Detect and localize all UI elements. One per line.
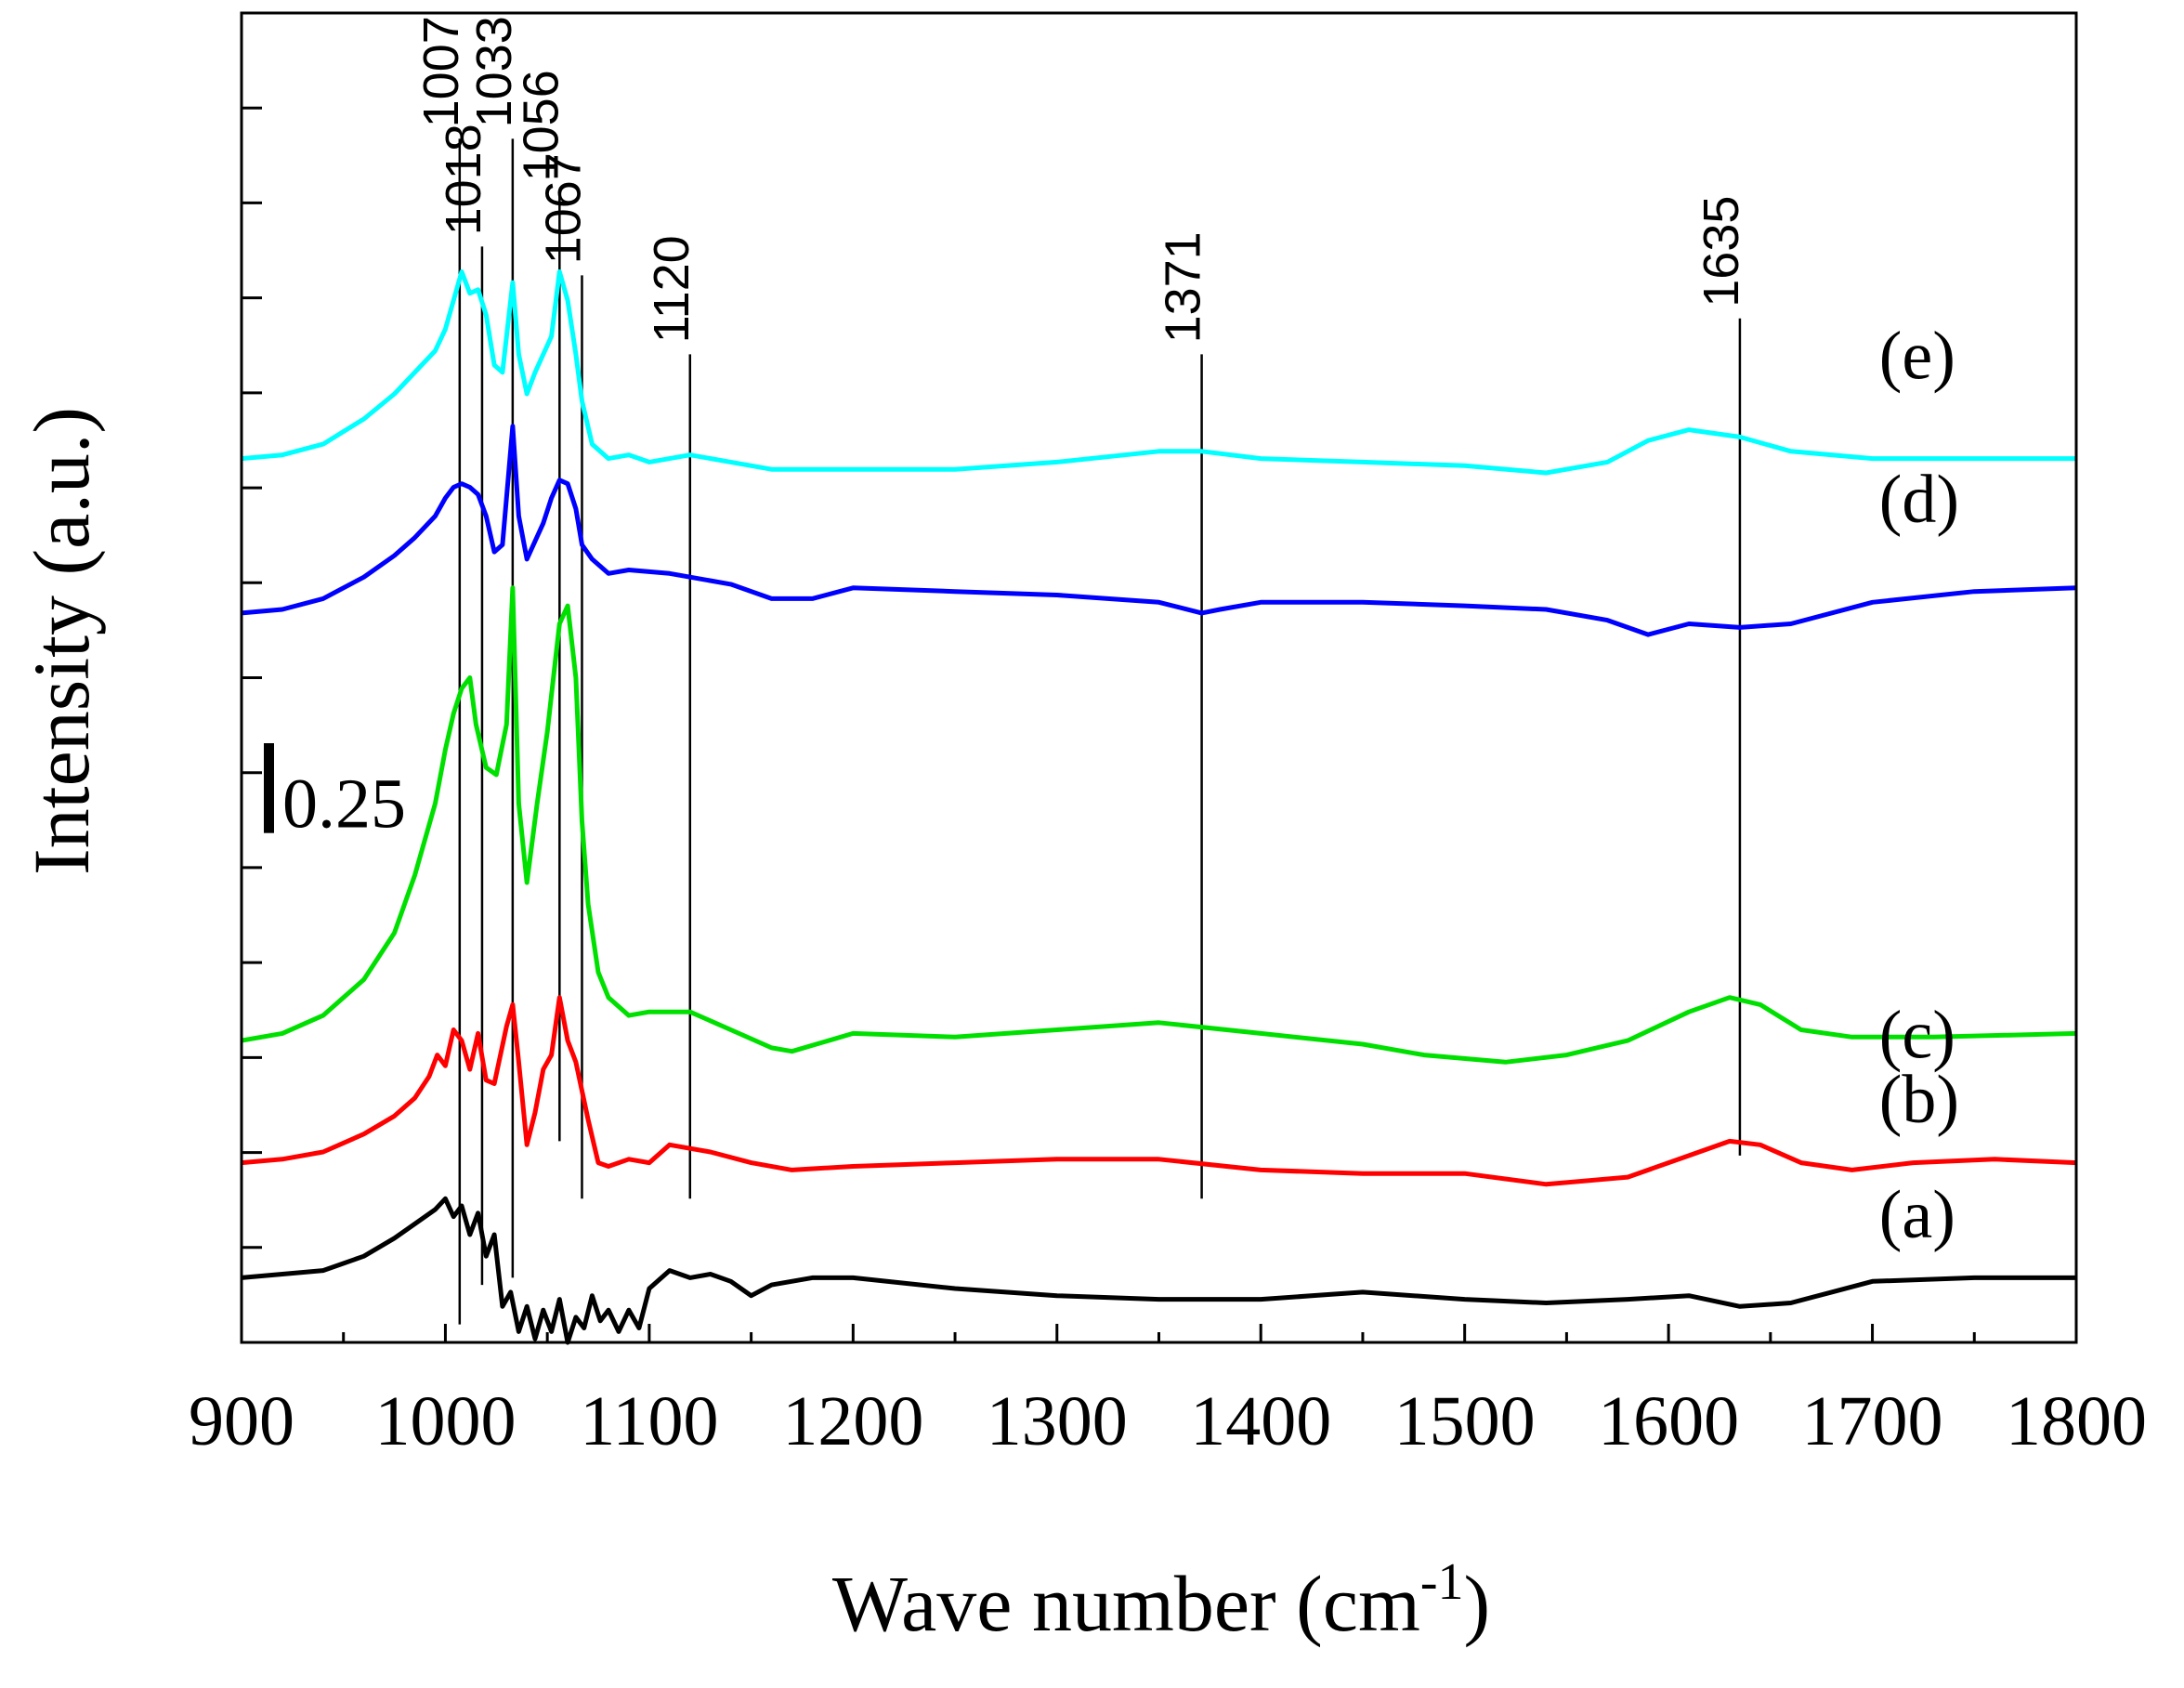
series-layer (241, 269, 2077, 1345)
x-axis-label: Wave number (cm-1) (832, 1553, 1490, 1648)
series-label: (b) (1879, 1062, 1959, 1138)
x-axis-label-main: Wave number (cm (832, 1559, 1420, 1648)
peak-marker-label: 1067 (535, 152, 591, 264)
label-layer: (a) (b)(c) (d) (e) 0.25 (264, 318, 1959, 1253)
series-label: (e) (1879, 318, 1955, 394)
x-tick-label: 900 (189, 1382, 294, 1460)
peak-marker-label: 1018 (436, 124, 491, 235)
x-tick-label: 1600 (1598, 1382, 1739, 1460)
y-axis-label: Intensity (a.u.) (17, 407, 106, 875)
series-line-c (241, 585, 2077, 1065)
series-label: (a) (1879, 1177, 1955, 1253)
peak-marker-label: 1635 (1694, 196, 1749, 308)
series-label: (d) (1879, 462, 1959, 538)
x-axis-label-superscript: -1 (1420, 1553, 1464, 1611)
series-line-b (241, 995, 2077, 1187)
series-line-a (241, 1196, 2076, 1345)
peak-marker-label: 1007 (413, 16, 469, 127)
x-tick-label: 1400 (1190, 1382, 1331, 1460)
axes-layer: 900 1000 1100 1200 1300 1400 1500 1600 1700 1800 (189, 11, 2147, 1460)
x-tick-label: 1300 (987, 1382, 1128, 1460)
x-tick-label: 1700 (1802, 1382, 1943, 1460)
x-axis-label-close: ) (1464, 1559, 1491, 1648)
scale-bar-label: 0.25 (282, 765, 406, 844)
peak-marker-label: 1120 (644, 235, 700, 343)
x-tick-label: 1100 (580, 1382, 718, 1460)
x-tick-label: 1200 (782, 1382, 923, 1460)
series-line-e (241, 269, 2076, 476)
peak-marker-label: 1056 (513, 70, 569, 181)
x-tick-label: 1500 (1394, 1382, 1536, 1460)
series-line-d (241, 424, 2077, 637)
series-label: (c) (1879, 997, 1955, 1073)
peak-marker-label: 1371 (1156, 231, 1211, 343)
x-tick-label: 1800 (2006, 1382, 2147, 1460)
scale-bar (264, 743, 274, 833)
peak-marker-label: 1033 (466, 16, 522, 127)
x-tick-label: 1000 (374, 1382, 516, 1460)
